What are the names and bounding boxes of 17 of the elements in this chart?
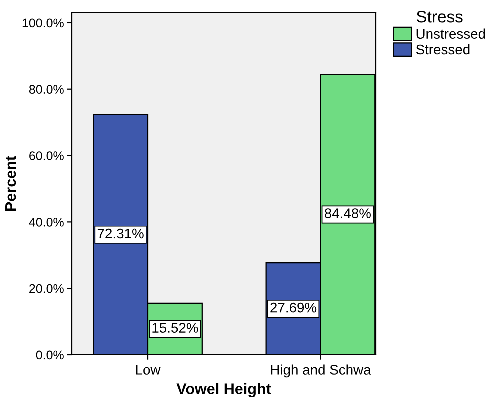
y-tick-label: 20.0%: [30, 284, 64, 294]
y-tick-label: 100.0%: [22, 18, 64, 28]
y-tick-label: 80.0%: [29, 85, 64, 94]
legend-label: Stressed: [416, 44, 470, 55]
data-label: 72.31%: [98, 228, 144, 239]
y-tick-label: 40.0%: [29, 218, 64, 227]
data-label: 27.69%: [270, 302, 317, 313]
x-axis-title: Vowel Height: [176, 383, 272, 398]
data-label: 15.52%: [152, 323, 198, 333]
y-tick-label: 60.0%: [30, 152, 64, 160]
y-tick-label: 0.0%: [36, 350, 64, 360]
y-axis-title: Percent: [6, 156, 16, 211]
legend-title: Stress: [416, 10, 463, 23]
x-tick-label: Low: [136, 365, 161, 375]
data-label: 84.48%: [324, 208, 371, 218]
legend-label: Unstressed: [416, 28, 486, 40]
x-tick-label: High and Schwa: [271, 364, 372, 378]
